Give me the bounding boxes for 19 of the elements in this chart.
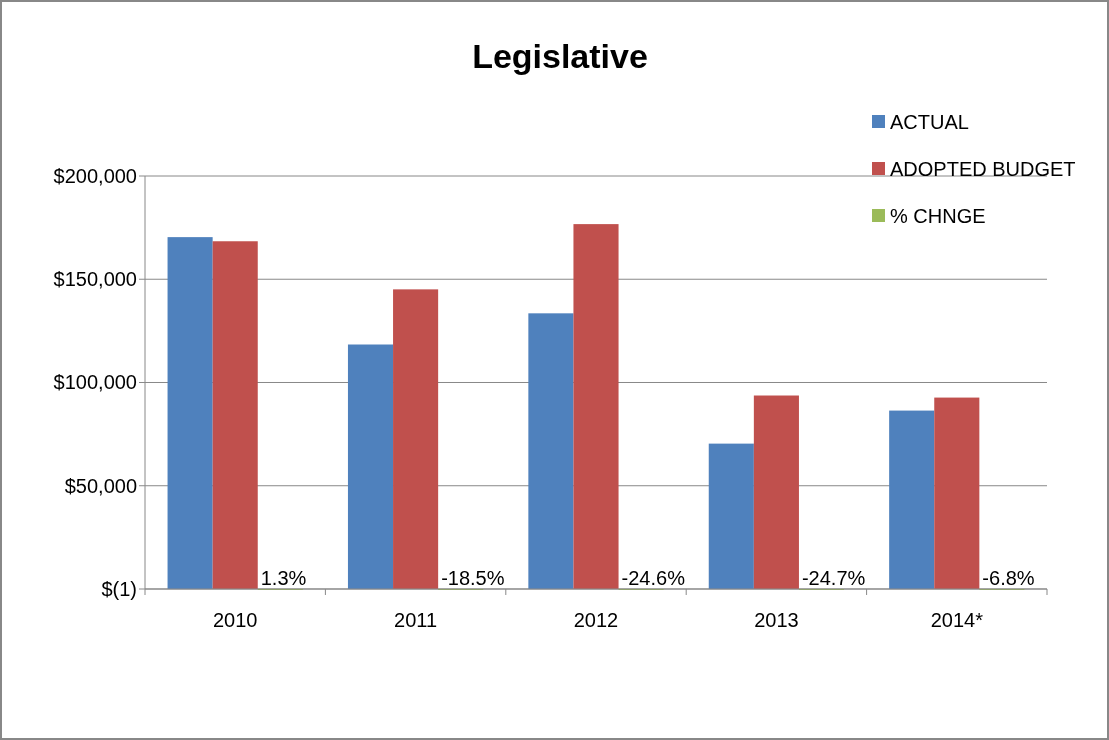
legend-label: % CHNGE bbox=[890, 205, 986, 227]
y-tick-label: $100,000 bbox=[53, 371, 137, 394]
chart-title: Legislative bbox=[472, 37, 648, 75]
legend-label: ADOPTED BUDGET bbox=[890, 158, 1076, 180]
legend-label: ACTUAL bbox=[890, 111, 969, 133]
x-tick-label: 2010 bbox=[212, 609, 258, 631]
y-tick-label: $50,000 bbox=[64, 474, 137, 497]
data-label: -24.7% bbox=[801, 567, 866, 589]
data-label: -24.6% bbox=[621, 567, 686, 589]
y-tick-label: $150,000 bbox=[53, 268, 137, 291]
data-label: -18.5% bbox=[441, 567, 505, 589]
y-tick-label: $(1) bbox=[101, 578, 137, 600]
y-tick-label: $200,000 bbox=[53, 165, 137, 187]
data-label: 1.3% bbox=[260, 567, 307, 589]
x-tick-label: 2011 bbox=[394, 609, 438, 631]
x-tick-label: 2013 bbox=[754, 609, 799, 631]
x-tick-label: 2012 bbox=[573, 609, 619, 631]
data-label: -6.8% bbox=[982, 567, 1035, 589]
x-tick-label: 2014* bbox=[930, 609, 984, 631]
